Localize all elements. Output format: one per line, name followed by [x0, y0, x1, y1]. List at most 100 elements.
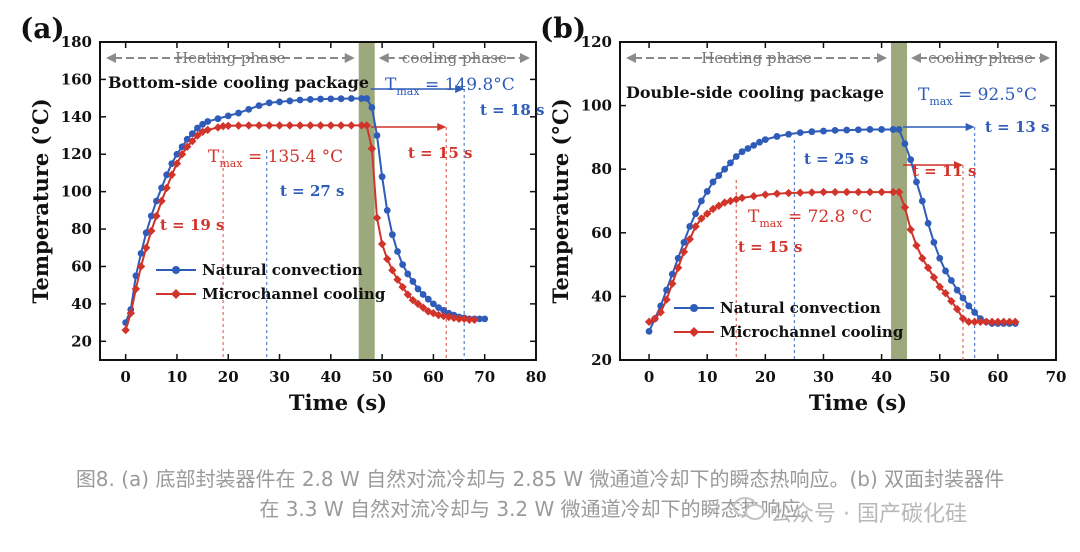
panel-a-ytick-label: 120 — [61, 145, 92, 163]
panel-a-point-natural — [235, 109, 242, 117]
panel-a-point-natural — [388, 231, 396, 239]
panel-b-point-micro — [714, 201, 724, 210]
panel-a-cooling-arrow-left — [378, 53, 389, 63]
panel-b-point-micro — [691, 222, 700, 231]
panel-b-point-micro — [807, 188, 817, 197]
panel-b-point-natural — [750, 141, 758, 149]
panel-a-tmax-natural: Tmax = 149.8°C — [385, 75, 515, 98]
panel-a-point-micro — [121, 325, 130, 335]
panel-a-point-micro — [265, 121, 274, 130]
panel-b-point-micro — [842, 187, 851, 197]
panel-a-legend-marker-1 — [171, 289, 181, 299]
panel-b-arrow-red-cool-head — [953, 161, 963, 169]
panel-b-xtick-label: 20 — [755, 368, 776, 386]
panel-b-point-micro — [900, 203, 910, 212]
panel-b-point-micro — [1005, 317, 1014, 327]
panel-b-legend-marker-1 — [689, 327, 699, 337]
panel-a-point-natural — [163, 171, 171, 179]
panel-b-point-micro — [737, 193, 747, 203]
panel-b-ytick-label: 120 — [581, 33, 612, 51]
panel-a-xlabel: Time (s) — [289, 390, 387, 415]
panel-a-cooling-label: cooling phase — [402, 49, 507, 67]
panel-b-axes-frame — [619, 41, 1057, 361]
panel-a-xtick-label: 80 — [526, 368, 547, 386]
panel-a-point-natural — [158, 184, 165, 192]
panel-a-point-natural — [414, 285, 422, 293]
panel-b-point-micro — [679, 247, 689, 257]
panel-b-point-micro — [923, 263, 933, 272]
panel-a-ytick-label: 140 — [61, 108, 92, 126]
panel-a-point-micro — [357, 121, 366, 130]
panel-b-point-micro — [726, 196, 735, 206]
panel-a-point-natural — [255, 102, 263, 109]
panel-b-point-natural — [738, 148, 746, 156]
panel-b-point-natural — [913, 178, 920, 186]
panel-b-point-natural — [692, 210, 699, 218]
panel-b-t-micro-heating: t = 15 s — [738, 238, 802, 256]
panel-a-point-micro — [383, 254, 392, 264]
panel-a-point-natural — [327, 95, 335, 103]
panel-b-point-micro — [697, 214, 706, 223]
panel-b-xtick-label: 30 — [813, 368, 834, 386]
panel-b-cooling-label: cooling phase — [928, 49, 1033, 67]
panel-b-point-natural — [889, 126, 897, 133]
panel-b-point-micro — [720, 198, 729, 207]
figure: (a)0 10 20 30 40 50 60 70 8020406080100120140160… — [20, 12, 1066, 415]
panel-a-point-micro — [408, 295, 418, 305]
panel-b-xtick-label: 40 — [871, 368, 892, 386]
panel-a-point-micro — [326, 121, 336, 130]
panel-a-point-natural — [383, 206, 391, 214]
panel-a-point-natural — [214, 115, 222, 123]
panel-a-cooling-arrow-right — [520, 53, 530, 63]
panel-b-point-natural — [907, 156, 915, 164]
panel-a-point-natural — [358, 95, 365, 102]
panel-a-point-natural — [435, 304, 442, 312]
panel-a-legend-marker-0 — [172, 266, 180, 274]
panel-b-point-natural — [732, 153, 740, 160]
panel-b-point-natural — [697, 197, 705, 205]
panel-a-point-natural — [481, 315, 489, 323]
panel-b-point-micro — [662, 295, 671, 304]
panel-b-point-natural — [901, 140, 909, 148]
panel-a-point-micro — [152, 211, 161, 221]
panel-b-xtick-label: 0 — [644, 368, 654, 386]
panel-a-xtick-label: 60 — [423, 368, 444, 386]
panel-b-point-micro — [999, 317, 1008, 327]
panel-b-xtick-label: 10 — [697, 368, 718, 386]
panel-b-point-micro — [668, 279, 677, 288]
panel-a-heating-arrow-left — [106, 53, 116, 63]
panel-b-point-micro — [964, 317, 973, 327]
panel-a-arrow-blue-cool-head — [455, 85, 465, 93]
panel-a-t-natural-heating: t = 27 s — [280, 182, 344, 200]
panel-a-point-micro — [203, 125, 212, 135]
panel-a-point-micro — [316, 121, 325, 130]
caption-line-1: 图8. (a) 底部封装器件在 2.8 W 自然对流冷却与 2.85 W 微通道… — [75, 467, 1005, 491]
panel-a-point-natural — [137, 249, 145, 257]
panel-a-xtick-label: 70 — [474, 368, 495, 386]
panel-a-ytick-label: 180 — [61, 33, 92, 51]
panel-b-cooling-arrow-left — [911, 53, 922, 63]
panel-a-label: (a) — [20, 12, 65, 45]
panel-b-heating-label: Heating phase — [701, 49, 812, 67]
panel-a-point-micro — [177, 150, 187, 159]
panel-a-point-micro — [254, 121, 264, 130]
panel-b-point-micro — [703, 209, 712, 218]
panel-b-point-natural — [686, 223, 694, 230]
panel-a-legend-label-1: Microchannel cooling — [202, 285, 386, 303]
panel-b-point-natural — [773, 133, 781, 140]
panel-b-point-micro — [976, 317, 985, 327]
panel-b-legend-label-1: Microchannel cooling — [720, 323, 904, 341]
panel-a-point-micro — [157, 196, 166, 206]
panel-a-ytick-label: 40 — [71, 295, 92, 313]
panel-b-point-micro — [929, 273, 939, 282]
panel-b-point-natural — [953, 286, 961, 294]
panel-b-point-natural — [668, 270, 676, 278]
panel-b-point-natural — [808, 128, 816, 136]
panel-b-point-natural — [761, 136, 769, 144]
panel-a-heating-label: Heating phase — [175, 49, 286, 67]
panel-a-point-natural — [194, 124, 201, 132]
panel-b-point-natural — [947, 277, 955, 284]
panel-a-xtick-label: 30 — [269, 368, 290, 386]
panel-a-point-micro — [213, 123, 223, 132]
panel-b-point-natural — [645, 327, 653, 335]
